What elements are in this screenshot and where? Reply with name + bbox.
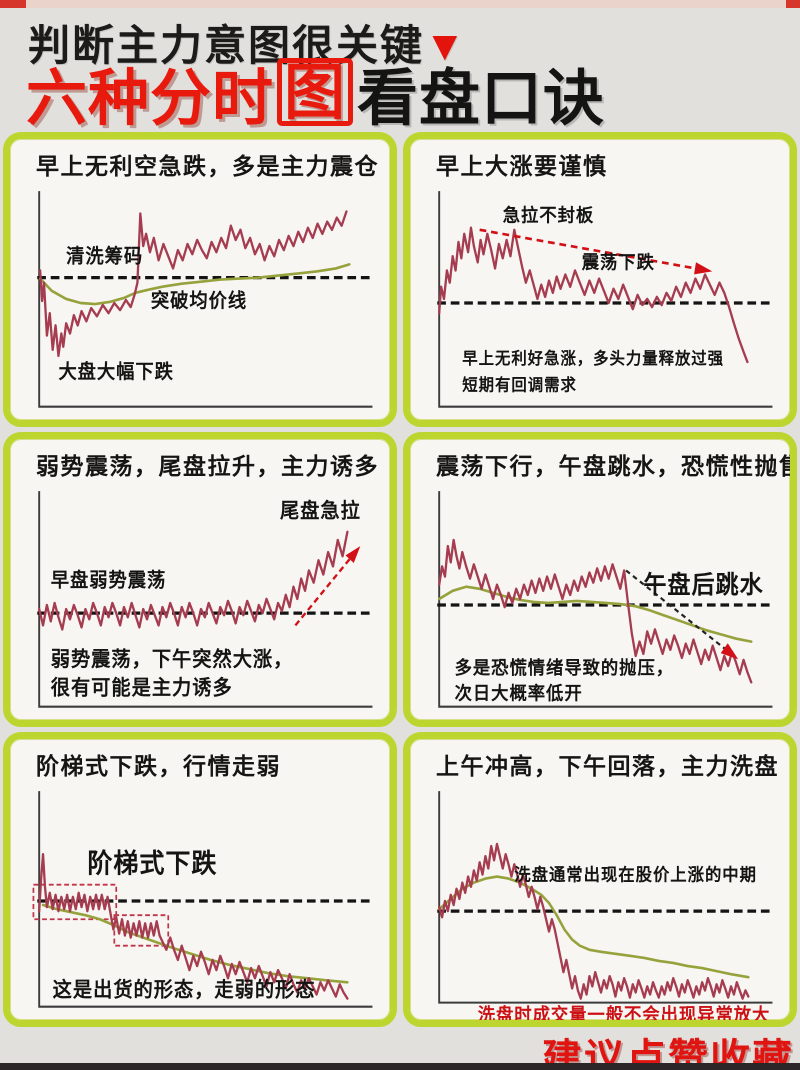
price-line [438, 226, 749, 364]
chart-axes [438, 791, 773, 1004]
price-line [438, 538, 753, 684]
bottom-bar [0, 1063, 800, 1070]
chart-annotation: 次日大概率低开 [455, 682, 583, 704]
price-line [38, 210, 348, 358]
trend-arrow-line [294, 549, 358, 627]
chart-axes [38, 191, 373, 408]
panel-morning-plunge: 早上无利空急跌，多是主力震仓 清洗筹码 突破均价线大盘大幅下跌 [3, 132, 397, 427]
chart-annotation: 急拉不封板 [503, 204, 594, 226]
price-line [438, 842, 750, 1000]
chart-annotation: 震荡下跌 [582, 251, 655, 273]
chart-annotation: 很有可能是主力诱多 [51, 676, 233, 700]
chart-axes [38, 491, 373, 708]
panel-title: 早上无利空急跌，多是主力震仓 [36, 153, 379, 179]
chart-annotation: 阶梯式下跌 [87, 849, 217, 879]
chart-annotation: 洗盘时成交量一般不会出现异常放大 [478, 1003, 771, 1025]
price-line [38, 852, 349, 1000]
avg-line [38, 263, 351, 306]
trend-arrowhead-icon [720, 643, 739, 660]
price-line [38, 530, 349, 631]
chart-annotation: 多是恐慌情绪导致的抛压， [455, 657, 674, 679]
chart-annotation: 午盘后跳水 [643, 570, 763, 599]
top-strip-red-left [0, 0, 26, 8]
panel-morning-surge-caution: 早上大涨要谨慎 急拉不封板震荡下跌早上无利好急涨，多头力量释放过强 短期有回调需求 [403, 132, 797, 427]
chart-annotation: 洗盘通常出现在股价上涨的中期 [514, 864, 757, 885]
panel-title: 弱势震荡，尾盘拉升，主力诱多 [36, 453, 379, 479]
panel-title: 阶梯式下跌，行情走弱 [36, 753, 281, 779]
down-triangle-icon: ▼ [424, 22, 468, 69]
chart-annotation: 突破均价线 [151, 289, 247, 312]
highlight-box [113, 914, 170, 947]
panel-washout: 上午冲高，下午回落，主力洗盘 洗盘通常出现在股价上涨的中期洗盘时成交量一般不会出… [403, 732, 797, 1027]
chart-annotation: 大盘大幅下跌 [58, 360, 173, 383]
panel-title: 上午冲高，下午回落，主力洗盘 [436, 753, 779, 779]
chart-annotation: 早上无利好急涨，多头力量释放过强 [462, 349, 724, 369]
panel-title: 早上大涨要谨慎 [436, 153, 608, 179]
page-title: 六种分时图看盘口诀 [26, 58, 606, 132]
chart-axes [38, 791, 373, 1008]
chart-annotation: 这是出货的形态，走弱的形态 [53, 978, 316, 1002]
page-title-red-boxed: 图 [277, 58, 354, 126]
panel-stairstep-decline: 阶梯式下跌，行情走弱 阶梯式下跌这是出货的形态，走弱的形态 [3, 732, 397, 1027]
panel-midday-dive: 震荡下行，午盘跳水，恐慌性抛售 午盘后跳水多是恐慌情绪导致的抛压， 次日大概率低开 [403, 432, 797, 727]
panel-weak-tail-pullup: 弱势震荡，尾盘拉升，主力诱多 尾盘急拉早盘弱势震荡弱势震荡，下午突然大涨， 很有可… [3, 432, 397, 727]
header-subtitle-text: 判断主力意图很关键 [28, 22, 425, 69]
header-subtitle: 判断主力意图很关键▼ [28, 12, 468, 73]
chart-annotation: 早盘弱势震荡 [51, 568, 166, 591]
trend-arrowhead-icon [694, 262, 713, 275]
chart-annotation: 弱势震荡，下午突然大涨， [51, 648, 294, 672]
chart-axes [438, 491, 773, 708]
top-strip-red-right [786, 0, 800, 8]
chart-annotation: 尾盘急拉 [280, 499, 361, 523]
panel-grid: 早上无利空急跌，多是主力震仓 清洗筹码 突破均价线大盘大幅下跌 早上大涨要谨慎 急… [3, 132, 797, 1027]
page-title-red: 六种分时 [26, 64, 275, 132]
avg-line [41, 903, 349, 984]
panel-title: 震荡下行，午盘跳水，恐慌性抛售 [436, 453, 797, 479]
chart-annotation: 短期有回调需求 [462, 375, 577, 395]
highlight-box [32, 883, 118, 921]
chart-annotation: 清洗筹码 [66, 244, 143, 267]
page-title-black: 看盘口诀 [357, 64, 606, 132]
avg-line [437, 875, 750, 979]
trend-arrow-line [479, 228, 708, 272]
top-strip [0, 0, 800, 8]
chart-axes [438, 191, 773, 408]
trend-arrowhead-icon [345, 546, 361, 563]
